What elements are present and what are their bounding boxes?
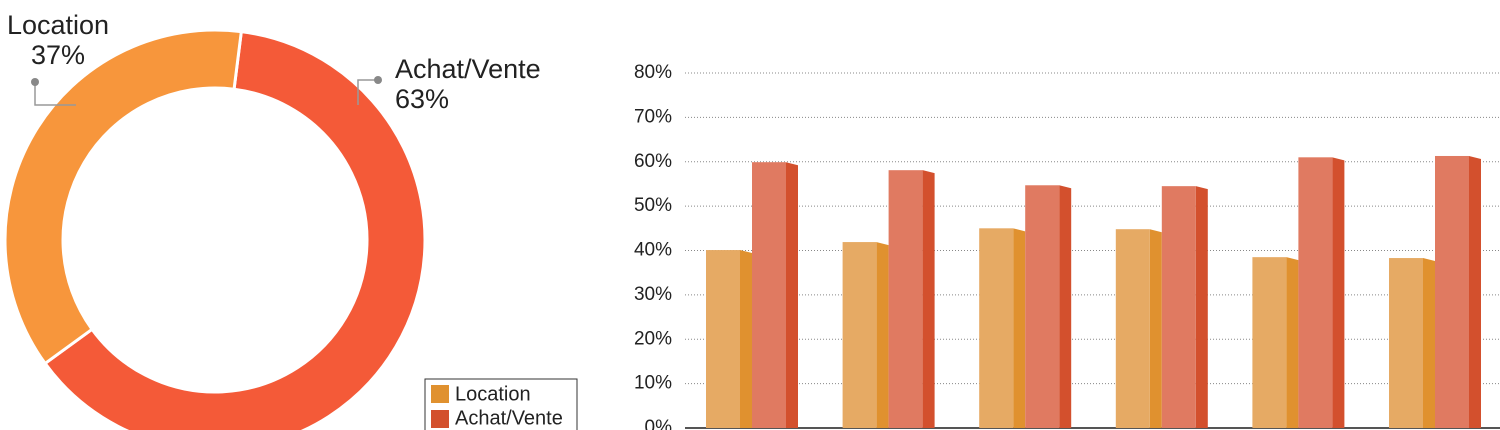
bar-side xyxy=(1332,157,1345,428)
y-tick-label: 0% xyxy=(645,417,673,430)
y-tick-label: 70% xyxy=(634,106,672,127)
y-tick-label: 20% xyxy=(634,328,672,349)
bar xyxy=(752,162,786,428)
y-tick-label: 80% xyxy=(634,62,672,83)
slice-label: Location xyxy=(7,10,109,40)
bar xyxy=(1389,258,1423,428)
legend-swatch xyxy=(431,385,449,403)
bar-side xyxy=(740,250,752,428)
y-tick-label: 10% xyxy=(634,373,672,394)
bar xyxy=(706,250,740,428)
bar-side xyxy=(922,170,935,428)
donut-slice xyxy=(3,28,243,366)
bar xyxy=(842,242,877,428)
bar xyxy=(979,228,1014,428)
bar xyxy=(1161,186,1196,428)
bar xyxy=(888,170,923,428)
slice-value: 63% xyxy=(395,84,449,114)
donut-slice xyxy=(43,29,427,430)
leader-dot xyxy=(31,78,39,86)
bar-side xyxy=(1469,155,1481,428)
bar-chart: 0% 10% 20% 30% 40% 50% 60% 70% 80% xyxy=(634,62,1500,430)
y-tick-label: 50% xyxy=(634,195,672,216)
bar-side xyxy=(1423,258,1435,428)
leader-dot xyxy=(374,76,382,84)
y-tick-label: 30% xyxy=(634,284,672,305)
bar-side xyxy=(1286,257,1299,428)
bar-side xyxy=(786,162,798,428)
bar-side xyxy=(1013,228,1026,428)
bar-side xyxy=(1059,185,1072,428)
leader-line xyxy=(357,79,378,105)
bar-side xyxy=(1195,186,1208,428)
slice-label: Achat/Vente xyxy=(395,54,541,84)
legend: Location Achat/Vente xyxy=(424,378,578,430)
bar xyxy=(1115,229,1150,428)
bar-side xyxy=(876,242,889,428)
bar xyxy=(1252,257,1287,428)
legend-label: Location xyxy=(455,383,531,405)
donut-labels: Location 37% Achat/Vente 63% xyxy=(7,10,541,114)
legend-swatch xyxy=(431,410,449,428)
bar xyxy=(1298,157,1333,428)
y-tick-label: 60% xyxy=(634,151,672,172)
leader-line xyxy=(34,82,76,106)
y-tick-label: 40% xyxy=(634,240,672,261)
legend-box xyxy=(424,378,578,430)
bar-side xyxy=(1149,229,1162,428)
legend-label: Achat/Vente xyxy=(455,407,563,429)
bar xyxy=(1025,185,1060,428)
slice-value: 37% xyxy=(31,40,85,70)
bar xyxy=(1435,155,1469,428)
